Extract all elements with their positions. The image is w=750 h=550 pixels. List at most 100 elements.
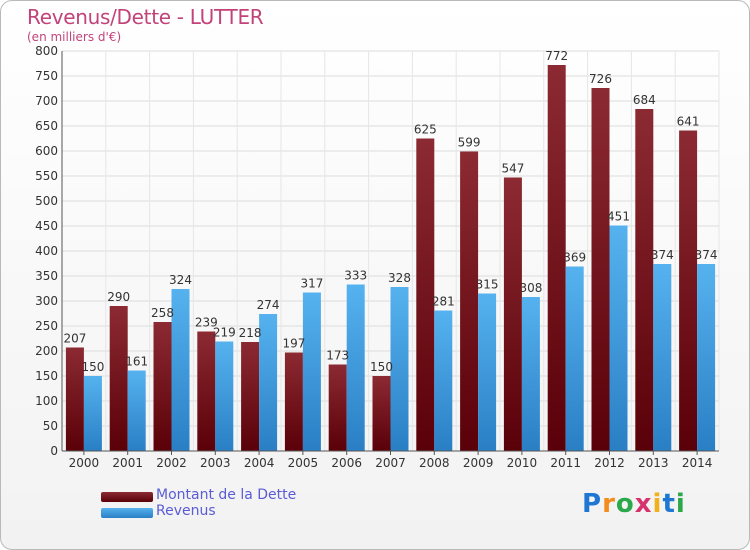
data-label: 324 bbox=[169, 273, 192, 287]
data-label: 219 bbox=[213, 326, 236, 340]
logo-letter: x bbox=[634, 489, 653, 519]
chart-title: Revenus/Dette - LUTTER bbox=[27, 5, 264, 29]
x-tick-label: 2003 bbox=[200, 456, 231, 470]
logo-letter: i bbox=[675, 489, 686, 519]
data-label: 290 bbox=[107, 290, 130, 304]
logo-letter: o bbox=[615, 489, 635, 519]
x-tick-label: 2001 bbox=[112, 456, 143, 470]
bar-revenus bbox=[609, 225, 628, 451]
data-label: 684 bbox=[633, 93, 656, 107]
x-tick-label: 2012 bbox=[594, 456, 625, 470]
data-label: 772 bbox=[545, 49, 568, 63]
bar-dette bbox=[635, 109, 654, 451]
bar-revenus bbox=[83, 376, 102, 451]
bar-revenus bbox=[215, 341, 234, 451]
data-label: 625 bbox=[414, 123, 437, 137]
data-label: 547 bbox=[501, 162, 524, 176]
data-label: 173 bbox=[326, 349, 349, 363]
bar-dette bbox=[328, 364, 347, 451]
bar-revenus bbox=[171, 289, 190, 451]
bar-revenus bbox=[697, 264, 716, 451]
bar-dette bbox=[241, 342, 260, 451]
bar-revenus bbox=[127, 370, 146, 451]
data-label: 726 bbox=[589, 72, 612, 86]
data-label: 207 bbox=[63, 332, 86, 346]
y-tick-label: 400 bbox=[35, 244, 58, 258]
y-tick-label: 800 bbox=[35, 44, 58, 58]
x-tick-label: 2007 bbox=[375, 456, 406, 470]
x-tick-label: 2014 bbox=[682, 456, 713, 470]
data-label: 333 bbox=[344, 269, 367, 283]
bar-dette bbox=[372, 376, 391, 451]
legend-label-dette: Montant de la Dette bbox=[156, 487, 297, 503]
data-label: 451 bbox=[607, 210, 630, 224]
data-label: 161 bbox=[125, 355, 148, 369]
chart-subtitle: (en milliers d'€) bbox=[27, 30, 122, 44]
y-tick-label: 700 bbox=[35, 94, 58, 108]
data-label: 308 bbox=[519, 281, 542, 295]
x-tick-label: 2005 bbox=[288, 456, 319, 470]
bar-revenus bbox=[259, 314, 278, 451]
bar-revenus bbox=[521, 297, 540, 451]
bar-revenus bbox=[565, 266, 584, 451]
y-tick-label: 550 bbox=[35, 169, 58, 183]
logo-letter: P bbox=[582, 489, 603, 519]
bar-dette bbox=[416, 138, 435, 451]
x-tick-label: 2010 bbox=[507, 456, 538, 470]
bar-dette bbox=[591, 88, 610, 451]
data-label: 374 bbox=[651, 248, 674, 262]
x-tick-label: 2013 bbox=[638, 456, 669, 470]
x-tick-label: 2009 bbox=[463, 456, 494, 470]
bar-dette bbox=[460, 151, 479, 451]
logo-letter: t bbox=[662, 489, 676, 519]
y-tick-label: 50 bbox=[43, 419, 58, 433]
proxiti-logo: Proxiti bbox=[582, 489, 686, 519]
y-tick-label: 350 bbox=[35, 269, 58, 283]
y-tick-label: 600 bbox=[35, 144, 58, 158]
x-tick-label: 2006 bbox=[331, 456, 362, 470]
y-tick-label: 300 bbox=[35, 294, 58, 308]
y-tick-label: 750 bbox=[35, 69, 58, 83]
logo-letter: r bbox=[602, 489, 616, 519]
bar-dette bbox=[153, 322, 172, 451]
y-tick-label: 650 bbox=[35, 119, 58, 133]
data-label: 281 bbox=[432, 295, 455, 309]
y-tick-label: 500 bbox=[35, 194, 58, 208]
bar-revenus bbox=[346, 284, 365, 451]
y-tick-label: 0 bbox=[50, 444, 58, 458]
x-tick-label: 2000 bbox=[69, 456, 100, 470]
data-label: 218 bbox=[239, 326, 262, 340]
data-label: 150 bbox=[81, 360, 104, 374]
y-tick-label: 150 bbox=[35, 369, 58, 383]
x-tick-label: 2008 bbox=[419, 456, 450, 470]
data-label: 197 bbox=[282, 337, 305, 351]
logo-letter: i bbox=[652, 489, 663, 519]
bars bbox=[65, 65, 716, 451]
x-tick-label: 2004 bbox=[244, 456, 275, 470]
y-tick-label: 100 bbox=[35, 394, 58, 408]
bar-dette bbox=[503, 177, 522, 451]
bar-revenus bbox=[434, 310, 453, 451]
y-tick-label: 450 bbox=[35, 219, 58, 233]
data-label: 274 bbox=[257, 298, 280, 312]
data-label: 328 bbox=[388, 271, 411, 285]
x-tick-label: 2002 bbox=[156, 456, 187, 470]
legend-swatch-revenus bbox=[101, 508, 153, 518]
legend-swatch-dette bbox=[101, 492, 153, 502]
axes: 0 50 100 150 200 250 300 350 400 450 500 550 600 650 7… bbox=[35, 44, 719, 470]
bar-revenus bbox=[478, 293, 497, 451]
data-label: 599 bbox=[458, 136, 481, 150]
bar-revenus bbox=[302, 292, 321, 451]
data-label: 317 bbox=[300, 277, 323, 291]
bar-dette bbox=[547, 65, 566, 451]
data-label: 374 bbox=[695, 248, 718, 262]
y-tick-label: 250 bbox=[35, 319, 58, 333]
data-label: 150 bbox=[370, 360, 393, 374]
legend-label-revenus: Revenus bbox=[156, 503, 216, 519]
bar-revenus bbox=[390, 287, 409, 451]
bar-dette bbox=[109, 306, 128, 451]
data-label: 315 bbox=[476, 278, 499, 292]
bar-dette bbox=[679, 130, 698, 451]
